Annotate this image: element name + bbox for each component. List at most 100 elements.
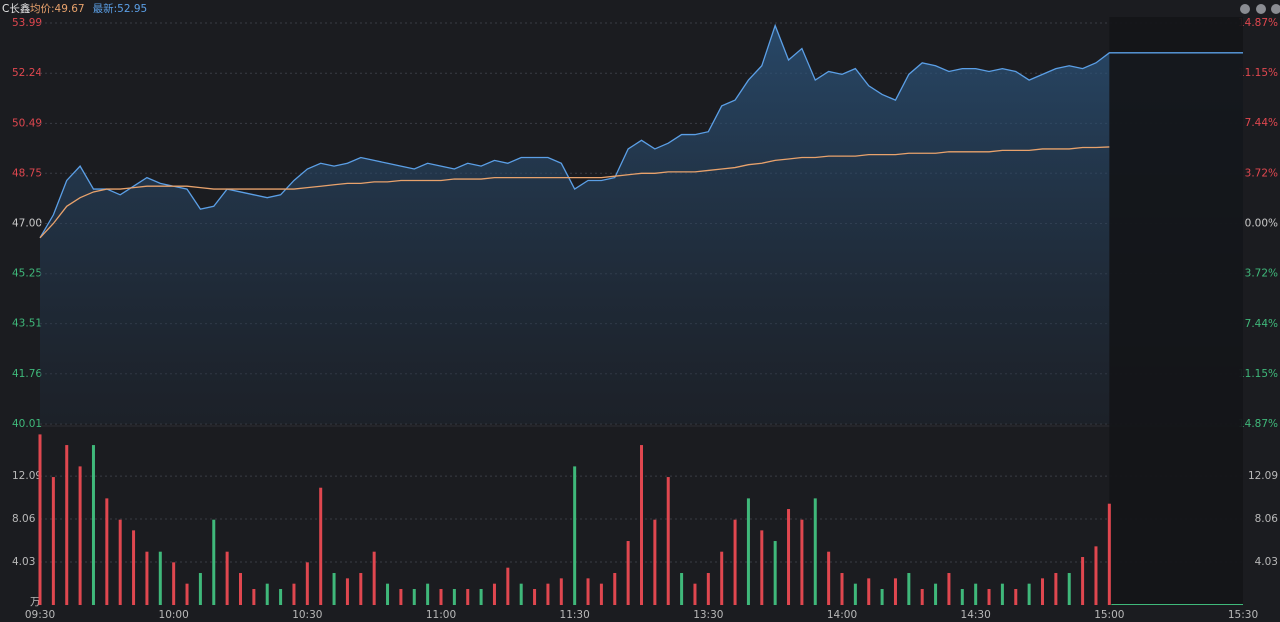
x-tick-label: 15:00	[1094, 609, 1124, 621]
chart-title: C长鑫	[2, 2, 30, 15]
zoom-out-icon[interactable]	[1256, 4, 1266, 14]
volume-bar	[452, 589, 456, 605]
x-tick-label: 11:00	[426, 609, 456, 621]
volume-bar	[1081, 557, 1085, 605]
volume-bar	[720, 551, 724, 605]
volume-bar	[399, 589, 403, 605]
price-line	[39, 23, 1243, 239]
volume-bar	[212, 519, 216, 605]
y-tick-label: 40.01	[12, 418, 42, 430]
plot-area: 53.99 52.24 50.49 48.75 47.00 45.25 43.51 41.76…	[12, 17, 1278, 621]
volume-bar	[118, 519, 122, 605]
volume-bar	[198, 573, 202, 605]
volume-bar	[987, 589, 991, 605]
y-tick-label: 43.51	[12, 318, 42, 330]
y-tick-label: 53.99	[12, 17, 42, 29]
volume-bar	[359, 573, 363, 605]
legend-entry: 最新:52.95	[93, 2, 148, 15]
volume-bar	[332, 573, 336, 605]
volume-bar	[559, 578, 563, 605]
x-tick-label: 15:30	[1228, 609, 1258, 621]
volume-bar	[880, 589, 884, 605]
volume-bar	[65, 445, 69, 605]
y-tick-label: 45.25	[12, 268, 42, 280]
zoom-in-icon[interactable]	[1240, 4, 1250, 14]
volume-bar	[1067, 573, 1071, 605]
volume-bar	[813, 498, 817, 605]
volume-bar	[412, 589, 416, 605]
volume-bar	[426, 583, 430, 605]
volume-bar	[733, 519, 737, 605]
volume-bar	[185, 583, 189, 605]
volume-bar	[680, 573, 684, 605]
y2-tick-label: 0.00%	[1245, 218, 1278, 230]
volume-bar	[934, 583, 938, 605]
volume-bar	[239, 573, 242, 605]
volume-bar	[787, 509, 791, 605]
volume-tick-label-right: 8.06	[1255, 513, 1279, 525]
volume-bar	[1041, 578, 1044, 605]
volume-unit: 万	[30, 596, 41, 608]
volume-bar	[746, 498, 750, 605]
volume-bar	[653, 519, 657, 605]
volume-tick-label-right: 4.03	[1255, 556, 1278, 568]
y-tick-label: 47.00	[12, 218, 42, 230]
volume-bar	[519, 583, 523, 605]
volume-bar	[867, 578, 871, 605]
volume-bar	[920, 589, 924, 605]
volume-bar	[666, 477, 670, 605]
volume-bar	[760, 530, 764, 605]
y2-tick-label: 14.87%	[1238, 418, 1278, 430]
volume-bar	[1107, 503, 1111, 605]
volume-bar	[1000, 583, 1004, 605]
volume-bar	[91, 445, 95, 605]
volume-bar	[225, 551, 229, 605]
volume-bar	[693, 583, 697, 605]
volume-bar	[1027, 583, 1031, 605]
y-tick-label: 52.24	[12, 67, 42, 79]
volume-bar	[132, 530, 136, 605]
volume-bar	[319, 487, 323, 605]
volume-bar	[800, 519, 804, 605]
x-tick-label: 10:00	[159, 609, 189, 621]
volume-bar	[827, 551, 831, 605]
y-tick-label: 50.49	[12, 117, 42, 129]
volume-bar	[78, 466, 82, 605]
volume-bar	[492, 583, 496, 605]
volume-bar	[599, 583, 603, 605]
y-tick-label: 41.76	[12, 368, 42, 380]
volume-bar	[386, 583, 390, 605]
volume-bar	[947, 573, 951, 605]
x-tick-label: 14:30	[961, 609, 991, 621]
volume-bar	[345, 578, 349, 605]
volume-bar	[706, 573, 710, 605]
y2-tick-label: 7.44%	[1245, 318, 1278, 330]
y2-tick-label: 3.72%	[1245, 167, 1278, 179]
volume-bar	[533, 589, 537, 605]
price-area	[40, 25, 1243, 425]
volume-bar	[893, 578, 897, 605]
volume-bar	[145, 551, 149, 605]
volume-bar	[1094, 546, 1098, 605]
x-tick-label: 14:00	[827, 609, 857, 621]
volume-bar	[640, 445, 643, 605]
x-tick-label: 11:30	[560, 609, 590, 621]
settings-icon[interactable]	[1271, 4, 1280, 14]
after-hours-region	[1109, 17, 1243, 605]
volume-tick-label: 4.03	[12, 556, 35, 568]
volume-bar	[1054, 573, 1058, 605]
volume-bar	[105, 498, 109, 605]
volume-bar	[506, 567, 510, 605]
volume-bar	[51, 477, 55, 605]
x-tick-label: 13:30	[693, 609, 723, 621]
average-line	[39, 146, 1110, 239]
volume-bar	[38, 434, 42, 605]
volume-bar	[974, 583, 978, 605]
volume-tick-label-right: 12.09	[1248, 470, 1278, 482]
volume-bar	[773, 541, 777, 605]
volume-bar	[172, 562, 176, 605]
volume-bar	[586, 578, 590, 605]
volume-bar	[573, 466, 577, 605]
